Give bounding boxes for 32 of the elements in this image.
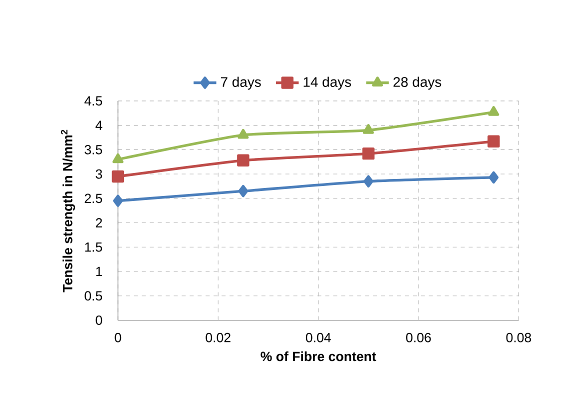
y-axis-title: Tensile strength in N/mm$^{2}$ <box>60 130 76 292</box>
y-tick-label: 3 <box>96 169 102 179</box>
y-tick-label: 0.5 <box>84 291 102 301</box>
point <box>113 194 123 207</box>
y-tick-label: 1 <box>96 266 102 276</box>
point <box>488 171 499 184</box>
x-tick-label: 0.04 <box>306 332 331 342</box>
point <box>238 128 249 139</box>
x-tick-label: 0.06 <box>406 332 431 342</box>
point <box>488 106 500 116</box>
y-tick-label: 2 <box>96 218 102 228</box>
legend-label: 14 days <box>304 76 352 90</box>
y-tick-label: 4.5 <box>84 96 102 106</box>
y-tick-label: 4 <box>96 120 102 130</box>
x-tick-label: 0 <box>114 332 122 342</box>
x-tick-label: 0.08 <box>506 332 532 342</box>
point <box>362 124 374 134</box>
point <box>364 175 374 188</box>
legend-label: 7 days <box>221 76 261 90</box>
point <box>112 170 124 183</box>
x-axis-title: % of Fibre content <box>260 351 376 362</box>
point <box>488 135 500 148</box>
point <box>237 154 250 166</box>
point <box>238 184 248 198</box>
point <box>112 153 124 164</box>
point <box>362 147 375 160</box>
y-tick-label: 0 <box>96 315 102 325</box>
x-tick-label: 0.02 <box>206 332 230 342</box>
legend-label: 28 days <box>394 76 442 90</box>
y-tick-label: 2.5 <box>84 194 102 204</box>
y-tick-label: 1.5 <box>85 242 102 252</box>
y-tick-label: 3.5 <box>84 144 102 154</box>
